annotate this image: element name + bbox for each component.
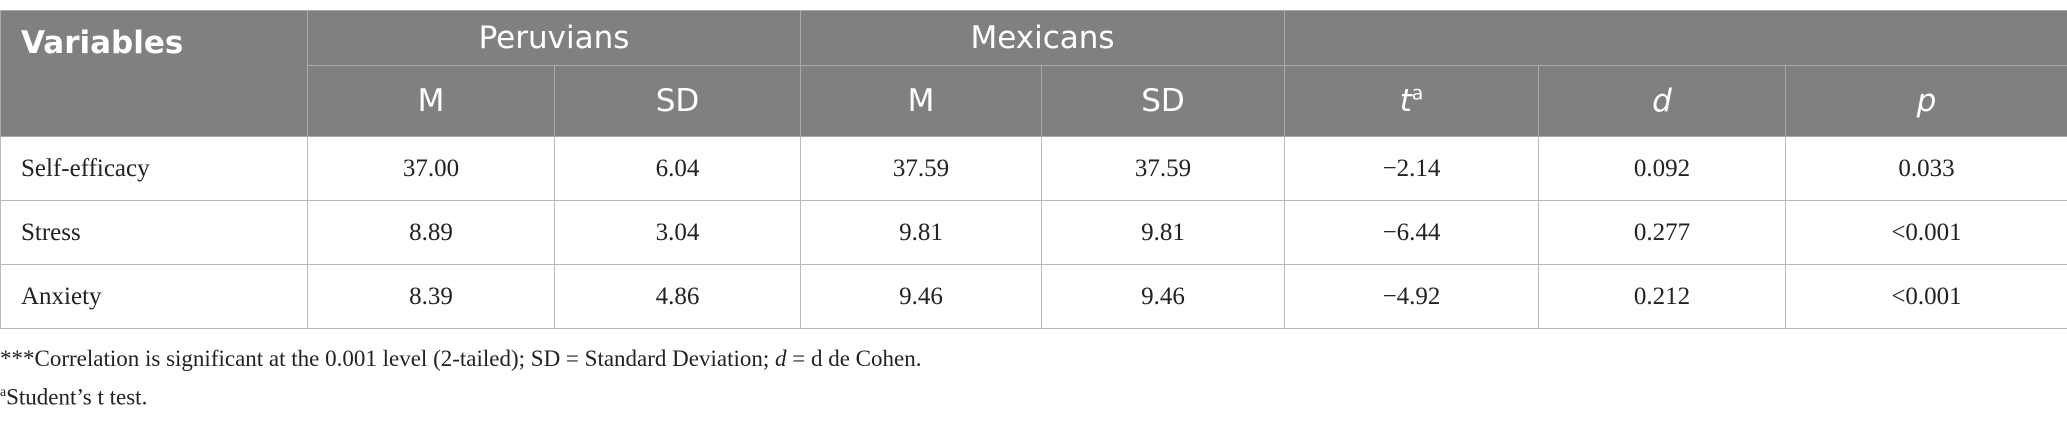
column-header: M (800, 65, 1042, 137)
cell: 9.81 (1040, 200, 1286, 265)
superscript: a (0, 384, 7, 399)
cell: 9.46 (800, 264, 1042, 329)
footnote-text: ***Correlation is significant at the 0.0… (0, 346, 775, 371)
cell: <0.001 (1785, 264, 2067, 329)
cell: 8.89 (307, 200, 555, 265)
column-header: d (1538, 65, 1787, 137)
footnote: aStudent’s t test. (0, 384, 147, 411)
column-header: p (1785, 65, 2067, 137)
cell: 0.033 (1785, 136, 2067, 201)
table-body: Self-efficacy 37.00 6.04 37.59 37.59 −2.14 0.0… (0, 136, 2067, 329)
table-row: Stress 8.89 3.04 9.81 9.81 −6.44 0.277 <0.001 (0, 200, 2067, 265)
cell: 0.277 (1538, 200, 1787, 265)
column-header: SD (1040, 65, 1286, 137)
footnote-text: = d de Cohen. (786, 346, 922, 371)
footnote: ***Correlation is significant at the 0.0… (0, 346, 921, 372)
footnote-text: Student’s t test. (6, 384, 148, 410)
cell: 37.59 (1040, 136, 1286, 201)
table-row: Self-efficacy 37.00 6.04 37.59 37.59 −2.14 0.0… (0, 136, 2067, 201)
cell: 0.212 (1538, 264, 1787, 329)
cell: 37.59 (800, 136, 1042, 201)
cell: 9.46 (1040, 264, 1286, 329)
cell: −4.92 (1284, 264, 1540, 329)
cell: 3.04 (554, 200, 801, 265)
data-table: Variables Peruvians Mexicans M SD M SD t… (0, 10, 2067, 329)
cell: −2.14 (1284, 136, 1540, 201)
group-header: Mexicans (799, 10, 1286, 66)
column-header-text: t (1399, 83, 1412, 119)
column-header: SD (554, 65, 801, 137)
superscript: a (1411, 83, 1424, 105)
column-header-text: p (1916, 83, 1937, 119)
row-label: Self-efficacy (0, 136, 308, 201)
header-cell (1284, 10, 2067, 66)
cell: 8.39 (307, 264, 555, 329)
column-header-text: d (1652, 83, 1672, 119)
cell: 6.04 (554, 136, 801, 201)
cell: 4.86 (554, 264, 801, 329)
group-header: Peruvians (307, 10, 801, 66)
footnote-text: d (775, 346, 787, 371)
header-cell: Variables (0, 10, 308, 137)
cell: <0.001 (1785, 200, 2067, 265)
cell: 9.81 (800, 200, 1042, 265)
cell: 0.092 (1538, 136, 1787, 201)
row-label: Stress (0, 200, 308, 265)
table-row: Anxiety 8.39 4.86 9.46 9.46 −4.92 0.212 <0.001 (0, 264, 2067, 329)
row-label: Anxiety (0, 264, 308, 329)
cell: −6.44 (1284, 200, 1540, 265)
header-row: Variables Peruvians Mexicans (0, 10, 2067, 137)
column-header: M (307, 65, 555, 137)
column-header: ta (1284, 65, 1540, 137)
cell: 37.00 (307, 136, 555, 201)
header-row: M SD M SD ta d p (1, 65, 2067, 137)
